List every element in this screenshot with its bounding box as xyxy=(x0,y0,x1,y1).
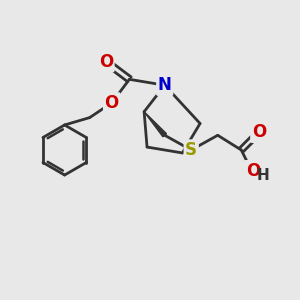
Text: O: O xyxy=(246,162,260,180)
Text: O: O xyxy=(99,53,113,71)
Text: N: N xyxy=(158,76,172,94)
Text: O: O xyxy=(252,123,266,141)
Text: S: S xyxy=(185,141,197,159)
Polygon shape xyxy=(144,112,167,137)
Text: O: O xyxy=(105,94,119,112)
Text: H: H xyxy=(257,167,270,182)
